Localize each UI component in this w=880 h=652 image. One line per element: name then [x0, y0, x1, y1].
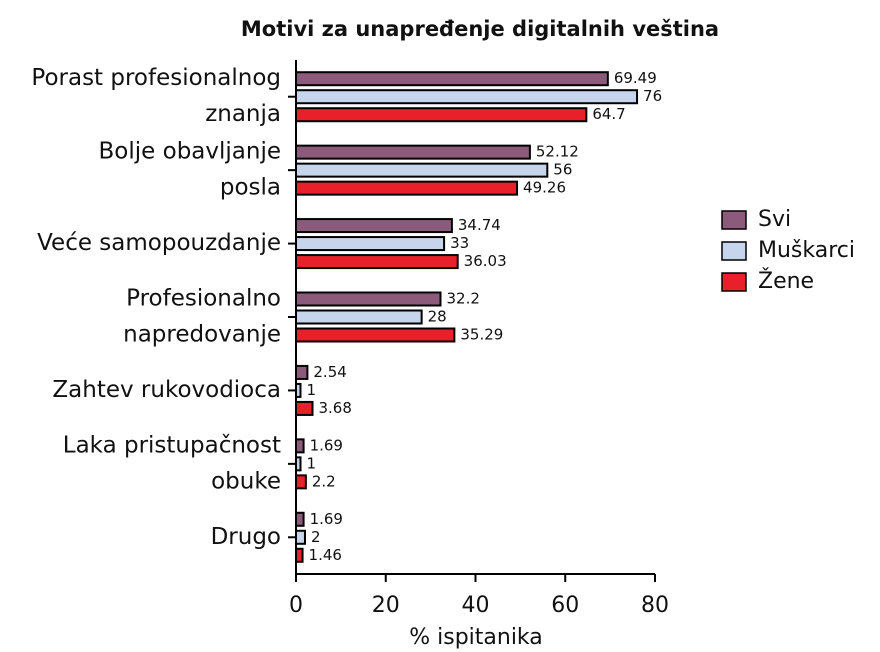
bar — [295, 309, 423, 325]
bar — [295, 511, 305, 527]
y-tick-label: Drugo — [211, 524, 281, 550]
value-label: 2.54 — [313, 363, 346, 381]
y-tick-label: znanja — [205, 101, 281, 127]
y-tick-label: Zahtev rukovodioca — [52, 377, 281, 403]
y-tick-label: napredovanje — [123, 322, 281, 348]
y-tick-label: Profesionalno — [126, 286, 281, 312]
bar — [295, 236, 446, 252]
x-tick-label: 0 — [289, 593, 303, 618]
value-label: 2 — [311, 528, 321, 546]
legend-swatch — [721, 210, 747, 230]
value-label: 49.26 — [523, 179, 566, 197]
bar — [295, 218, 453, 234]
y-tick-label: Bolje obavljanje — [99, 139, 281, 165]
value-label: 32.2 — [446, 290, 479, 308]
bar — [295, 144, 531, 160]
value-label: 64.7 — [592, 105, 625, 123]
bar — [295, 547, 304, 563]
x-axis-title: % ispitanika — [409, 625, 543, 650]
value-label: 34.74 — [458, 216, 501, 234]
value-label: 3.68 — [319, 399, 352, 417]
legend-label: Muškarci — [758, 238, 855, 263]
x-tick-label: 60 — [551, 593, 579, 618]
legend-swatch — [721, 272, 747, 292]
value-label: 52.12 — [536, 143, 579, 161]
bar — [295, 254, 459, 270]
x-tick-label: 20 — [372, 593, 400, 618]
legend-label: Žene — [758, 268, 814, 294]
value-label: 69.49 — [614, 69, 657, 87]
bar — [295, 89, 639, 105]
value-label: 1.69 — [310, 510, 343, 528]
bar — [295, 400, 314, 416]
bar — [295, 162, 549, 178]
x-tick-label: 40 — [462, 593, 490, 618]
bar — [295, 474, 307, 490]
value-label: 1.46 — [309, 546, 342, 564]
bar — [295, 107, 588, 123]
y-tick-label: Porast profesionalnog — [31, 65, 281, 91]
value-label: 33 — [450, 234, 469, 252]
value-label: 2.2 — [312, 472, 336, 490]
bar — [295, 529, 306, 545]
bar — [295, 382, 302, 398]
legend-swatch — [721, 241, 747, 261]
y-tick-label: Veće samopouzdanje — [37, 230, 281, 256]
value-label: 28 — [428, 308, 447, 326]
value-label: 1.69 — [310, 436, 343, 454]
value-label: 35.29 — [460, 326, 503, 344]
bar — [295, 291, 442, 307]
value-label: 56 — [553, 161, 572, 179]
chart-title: Motivi za unapređenje digitalnih veština — [241, 17, 719, 41]
y-tick-label: obuke — [211, 468, 281, 494]
value-label: 76 — [643, 87, 662, 105]
value-label: 1 — [306, 381, 316, 399]
bar — [295, 438, 305, 454]
bar — [295, 180, 519, 196]
legend-label: Svi — [758, 207, 791, 232]
y-tick-label: Laka pristupačnost — [63, 432, 281, 458]
value-label: 1 — [306, 454, 316, 472]
value-label: 36.03 — [464, 252, 507, 270]
bar — [295, 327, 456, 343]
bar — [295, 71, 609, 87]
bar — [295, 456, 302, 472]
x-tick-label: 80 — [641, 593, 669, 618]
bar — [295, 364, 309, 380]
y-tick-label: posla — [220, 175, 281, 201]
